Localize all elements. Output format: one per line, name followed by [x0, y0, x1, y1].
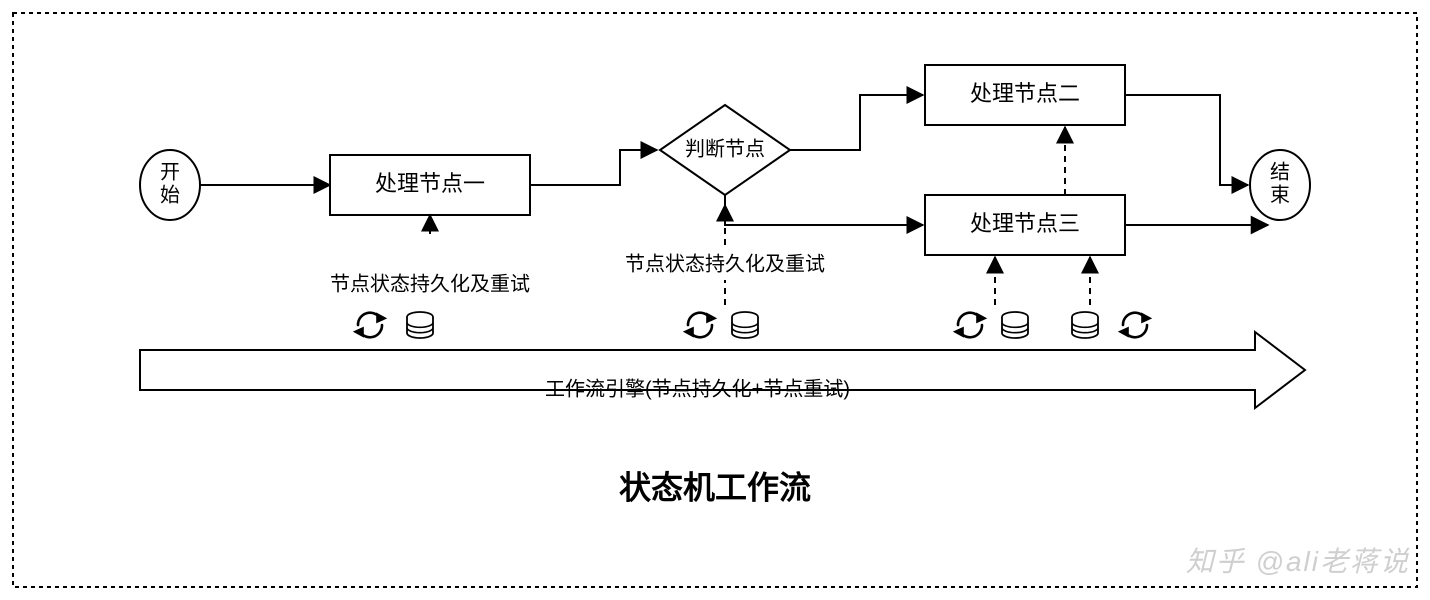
- svg-text:节点状态持久化及重试: 节点状态持久化及重试: [625, 252, 825, 275]
- svg-text:处理节点二: 处理节点二: [970, 81, 1080, 106]
- node-p1: 处理节点一: [330, 155, 530, 215]
- edge-e-dec-p3: [725, 195, 923, 225]
- persist-group-pg1: 节点状态持久化及重试: [330, 215, 530, 338]
- node-end: 结束: [1250, 150, 1310, 220]
- node-decision: 判断节点: [660, 105, 790, 195]
- edge-e-p2-end: [1125, 95, 1248, 185]
- watermark-text: 知乎 @ali老蒋说: [1186, 540, 1410, 580]
- reload-icon: [353, 312, 387, 337]
- reload-icon: [1118, 312, 1152, 337]
- svg-text:处理节点三: 处理节点三: [970, 211, 1080, 236]
- node-p3: 处理节点三: [925, 195, 1125, 255]
- svg-text:节点状态持久化及重试: 节点状态持久化及重试: [330, 272, 530, 295]
- svg-text:处理节点一: 处理节点一: [375, 171, 485, 196]
- database-icon: [1002, 312, 1028, 338]
- database-icon: [732, 312, 758, 338]
- svg-text:判断节点: 判断节点: [685, 137, 765, 160]
- svg-text:开始: 开始: [160, 162, 180, 207]
- svg-text:状态机工作流: 状态机工作流: [619, 469, 811, 505]
- node-p2: 处理节点二: [925, 65, 1125, 125]
- node-start: 开始: [140, 150, 200, 220]
- persist-group-pg4: [1072, 257, 1152, 338]
- persist-group-pg3: [953, 257, 1028, 338]
- database-icon: [1072, 312, 1098, 338]
- edge-e-dec-p2: [790, 95, 923, 150]
- database-icon: [407, 312, 433, 338]
- svg-text:工作流引擎(节点持久化+节点重试): 工作流引擎(节点持久化+节点重试): [545, 377, 850, 400]
- edge-e-p1-dec: [530, 150, 657, 185]
- reload-icon: [953, 312, 987, 337]
- reload-icon: [683, 312, 717, 337]
- flowchart-canvas: 开始处理节点一判断节点处理节点二处理节点三结束节点状态持久化及重试节点状态持久化…: [0, 0, 1430, 600]
